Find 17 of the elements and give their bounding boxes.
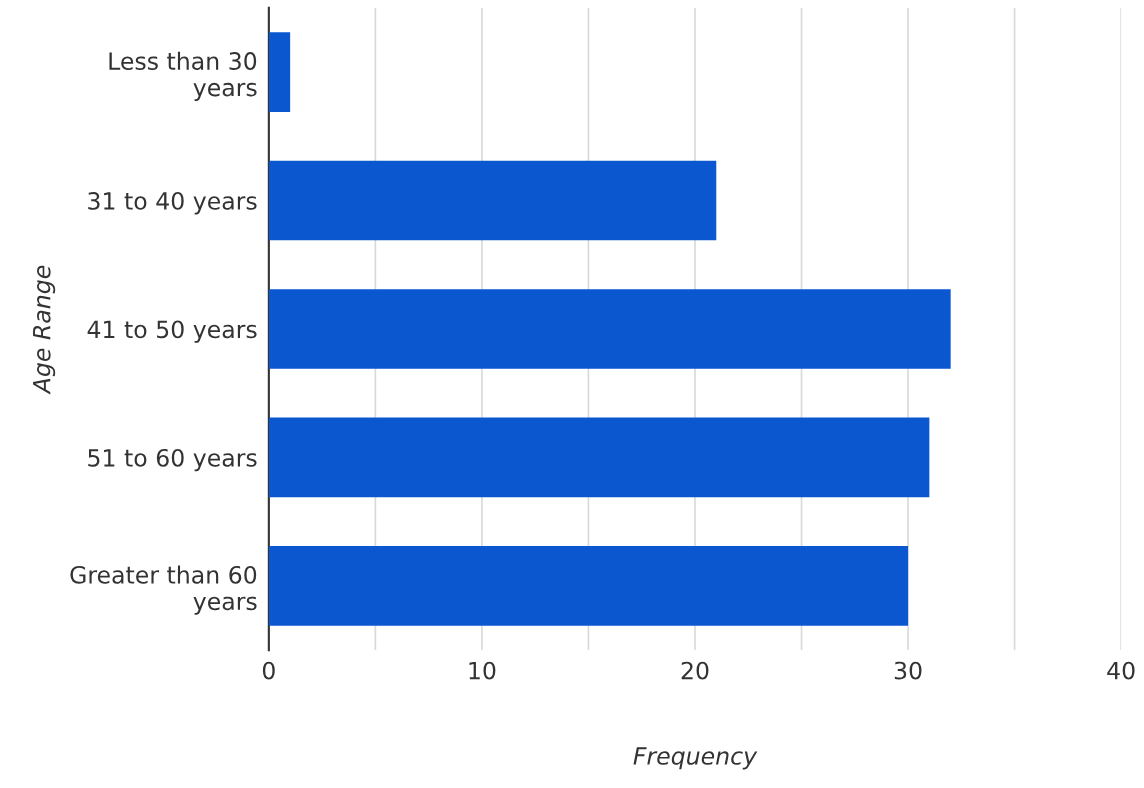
bar: [268, 417, 930, 498]
bar: [268, 32, 291, 112]
y-tick-label: 31 to 40 years: [88, 191, 257, 215]
x-tick-label: 20: [681, 661, 709, 680]
bar: [268, 160, 717, 241]
x-tick-label: 0: [262, 661, 275, 680]
x-axis-title: Frequency: [633, 747, 758, 770]
x-tick-label: 40: [1107, 661, 1135, 680]
x-tick-label: 10: [469, 661, 496, 680]
y-tick-label: Greater than 60 years: [70, 565, 257, 615]
bar: [268, 546, 909, 626]
y-tick-label: 51 to 60 years: [88, 448, 257, 472]
y-tick-label: 41 to 50 years: [87, 320, 257, 343]
y-axis-title: Age Range: [33, 265, 56, 395]
y-tick-label: Less than 30 years: [109, 51, 257, 101]
bar: [268, 289, 951, 369]
x-tick-label: 30: [894, 661, 922, 680]
